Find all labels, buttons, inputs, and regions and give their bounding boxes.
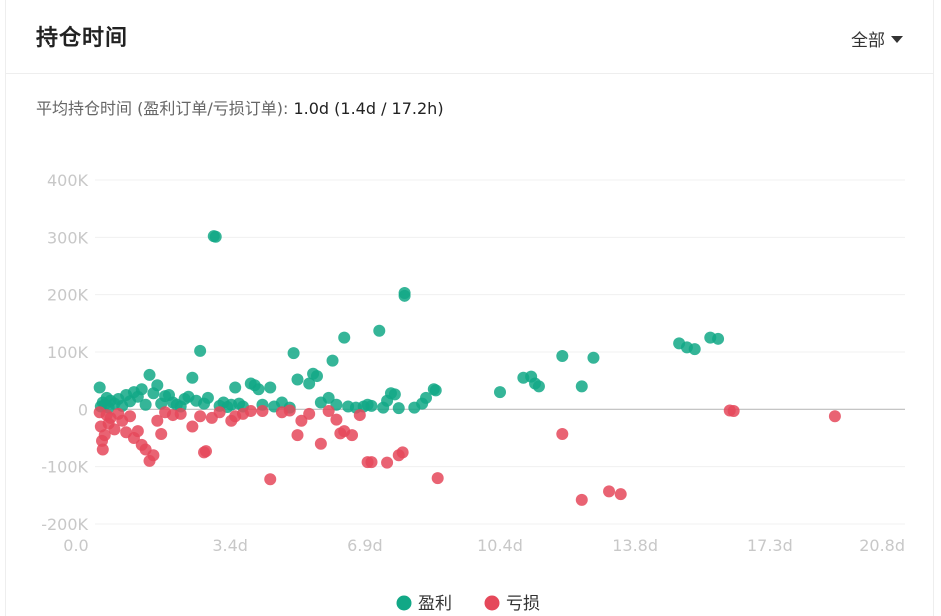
loss-point[interactable] — [98, 429, 111, 442]
loss-point[interactable] — [213, 406, 226, 419]
profit-point[interactable] — [712, 332, 725, 345]
loss-point[interactable] — [556, 427, 569, 440]
profit-point[interactable] — [392, 402, 405, 415]
loss-point[interactable] — [314, 437, 327, 450]
loss-point[interactable] — [96, 443, 109, 456]
range-filter-label: 全部 — [851, 31, 885, 51]
chart-legend[interactable]: 盈利 亏损 — [396, 594, 541, 614]
x-tick-label: 13.8d — [612, 536, 658, 555]
profit-point[interactable] — [373, 324, 386, 337]
y-tick-label: -100K — [41, 458, 88, 477]
profit-point[interactable] — [151, 379, 164, 392]
loss-point[interactable] — [353, 409, 366, 422]
profit-point[interactable] — [139, 398, 152, 411]
profit-point[interactable] — [420, 391, 433, 404]
profit-point[interactable] — [310, 370, 323, 383]
profit-point[interactable] — [201, 391, 214, 404]
loss-point[interactable] — [256, 405, 269, 418]
y-tick-label: 100K — [47, 343, 89, 362]
profit-point[interactable] — [143, 368, 156, 381]
loss-point[interactable] — [174, 407, 187, 420]
profit-point[interactable] — [587, 351, 600, 364]
loss-point[interactable] — [244, 405, 257, 418]
loss-point[interactable] — [186, 420, 199, 433]
loss-point[interactable] — [283, 404, 296, 417]
loss-point[interactable] — [295, 414, 308, 427]
profit-point[interactable] — [264, 381, 277, 394]
y-tick-label: 300K — [47, 228, 89, 247]
profit-point[interactable] — [556, 350, 569, 363]
loss-point[interactable] — [614, 488, 627, 501]
loss-point[interactable] — [828, 410, 841, 423]
profit-point[interactable] — [229, 381, 242, 394]
y-tick-label: 0 — [78, 400, 88, 419]
profit-point[interactable] — [326, 354, 339, 367]
x-tick-label: 3.4d — [212, 536, 248, 555]
y-tick-label: 400K — [47, 171, 89, 190]
loss-point[interactable] — [199, 445, 212, 458]
loss-point[interactable] — [330, 413, 343, 426]
loss-point[interactable] — [147, 449, 160, 462]
legend-marker[interactable] — [396, 595, 412, 611]
loss-point[interactable] — [365, 456, 378, 469]
loss-point[interactable] — [431, 472, 444, 485]
scatter-points — [93, 230, 841, 506]
loss-point[interactable] — [108, 423, 121, 436]
summary-value: 1.0d (1.4d / 17.2h) — [293, 99, 444, 118]
loss-point[interactable] — [155, 427, 168, 440]
range-filter-dropdown[interactable]: 全部 — [851, 26, 903, 51]
profit-point[interactable] — [429, 384, 442, 397]
summary-label: 平均持仓时间 (盈利订单/亏损订单): — [36, 99, 289, 118]
profit-point[interactable] — [135, 383, 148, 396]
profit-point[interactable] — [532, 380, 545, 393]
x-tick-label: 17.3d — [747, 536, 793, 555]
legend-label[interactable]: 盈利 — [418, 594, 452, 614]
profit-point[interactable] — [186, 371, 199, 384]
loss-point[interactable] — [151, 414, 164, 427]
profit-point[interactable] — [93, 381, 106, 394]
profit-point[interactable] — [365, 399, 378, 412]
loss-point[interactable] — [264, 473, 277, 486]
loss-point[interactable] — [396, 446, 409, 459]
loss-point[interactable] — [291, 429, 304, 442]
legend-label[interactable]: 亏损 — [506, 594, 540, 614]
profit-point[interactable] — [209, 230, 222, 243]
loss-point[interactable] — [322, 405, 335, 418]
profit-point[interactable] — [194, 344, 207, 357]
profit-point[interactable] — [303, 377, 316, 390]
x-tick-label: 10.4d — [477, 536, 523, 555]
loss-point[interactable] — [575, 493, 588, 506]
profit-point[interactable] — [575, 380, 588, 393]
card-header: 持仓时间 全部 — [6, 0, 933, 74]
profit-point[interactable] — [322, 391, 335, 404]
caret-down-icon — [891, 36, 903, 43]
loss-point[interactable] — [194, 410, 207, 423]
x-tick-label: 20.8d — [859, 536, 905, 555]
loss-point[interactable] — [124, 410, 137, 423]
loss-point[interactable] — [303, 407, 316, 420]
profit-point[interactable] — [291, 373, 304, 386]
profit-point[interactable] — [252, 383, 265, 396]
loss-point[interactable] — [727, 405, 740, 418]
y-tick-label: 200K — [47, 286, 89, 305]
profit-point[interactable] — [398, 286, 411, 299]
loss-point[interactable] — [131, 425, 144, 438]
profit-point[interactable] — [494, 386, 506, 399]
profit-point[interactable] — [388, 388, 401, 401]
x-tick-label: 6.9d — [347, 536, 383, 555]
profit-point[interactable] — [287, 347, 300, 360]
legend-marker[interactable] — [484, 595, 500, 611]
holding-time-card: 持仓时间 全部 平均持仓时间 (盈利订单/亏损订单): 1.0d (1.4d /… — [5, 0, 934, 616]
profit-point[interactable] — [338, 331, 351, 344]
y-tick-label: -200K — [41, 515, 88, 534]
x-tick-label: 0.0 — [63, 536, 88, 555]
loss-point[interactable] — [346, 429, 359, 442]
axis-labels: 400K 300K 200K 100K 0 -100K -200K 0.0 3.4d 6.9d 10… — [41, 171, 905, 555]
loss-point[interactable] — [603, 485, 616, 498]
average-holding-summary: 平均持仓时间 (盈利订单/亏损订单): 1.0d (1.4d / 17.2h) — [36, 95, 444, 119]
loss-point[interactable] — [381, 456, 394, 469]
card-title: 持仓时间 — [36, 26, 129, 51]
profit-point[interactable] — [688, 343, 701, 356]
